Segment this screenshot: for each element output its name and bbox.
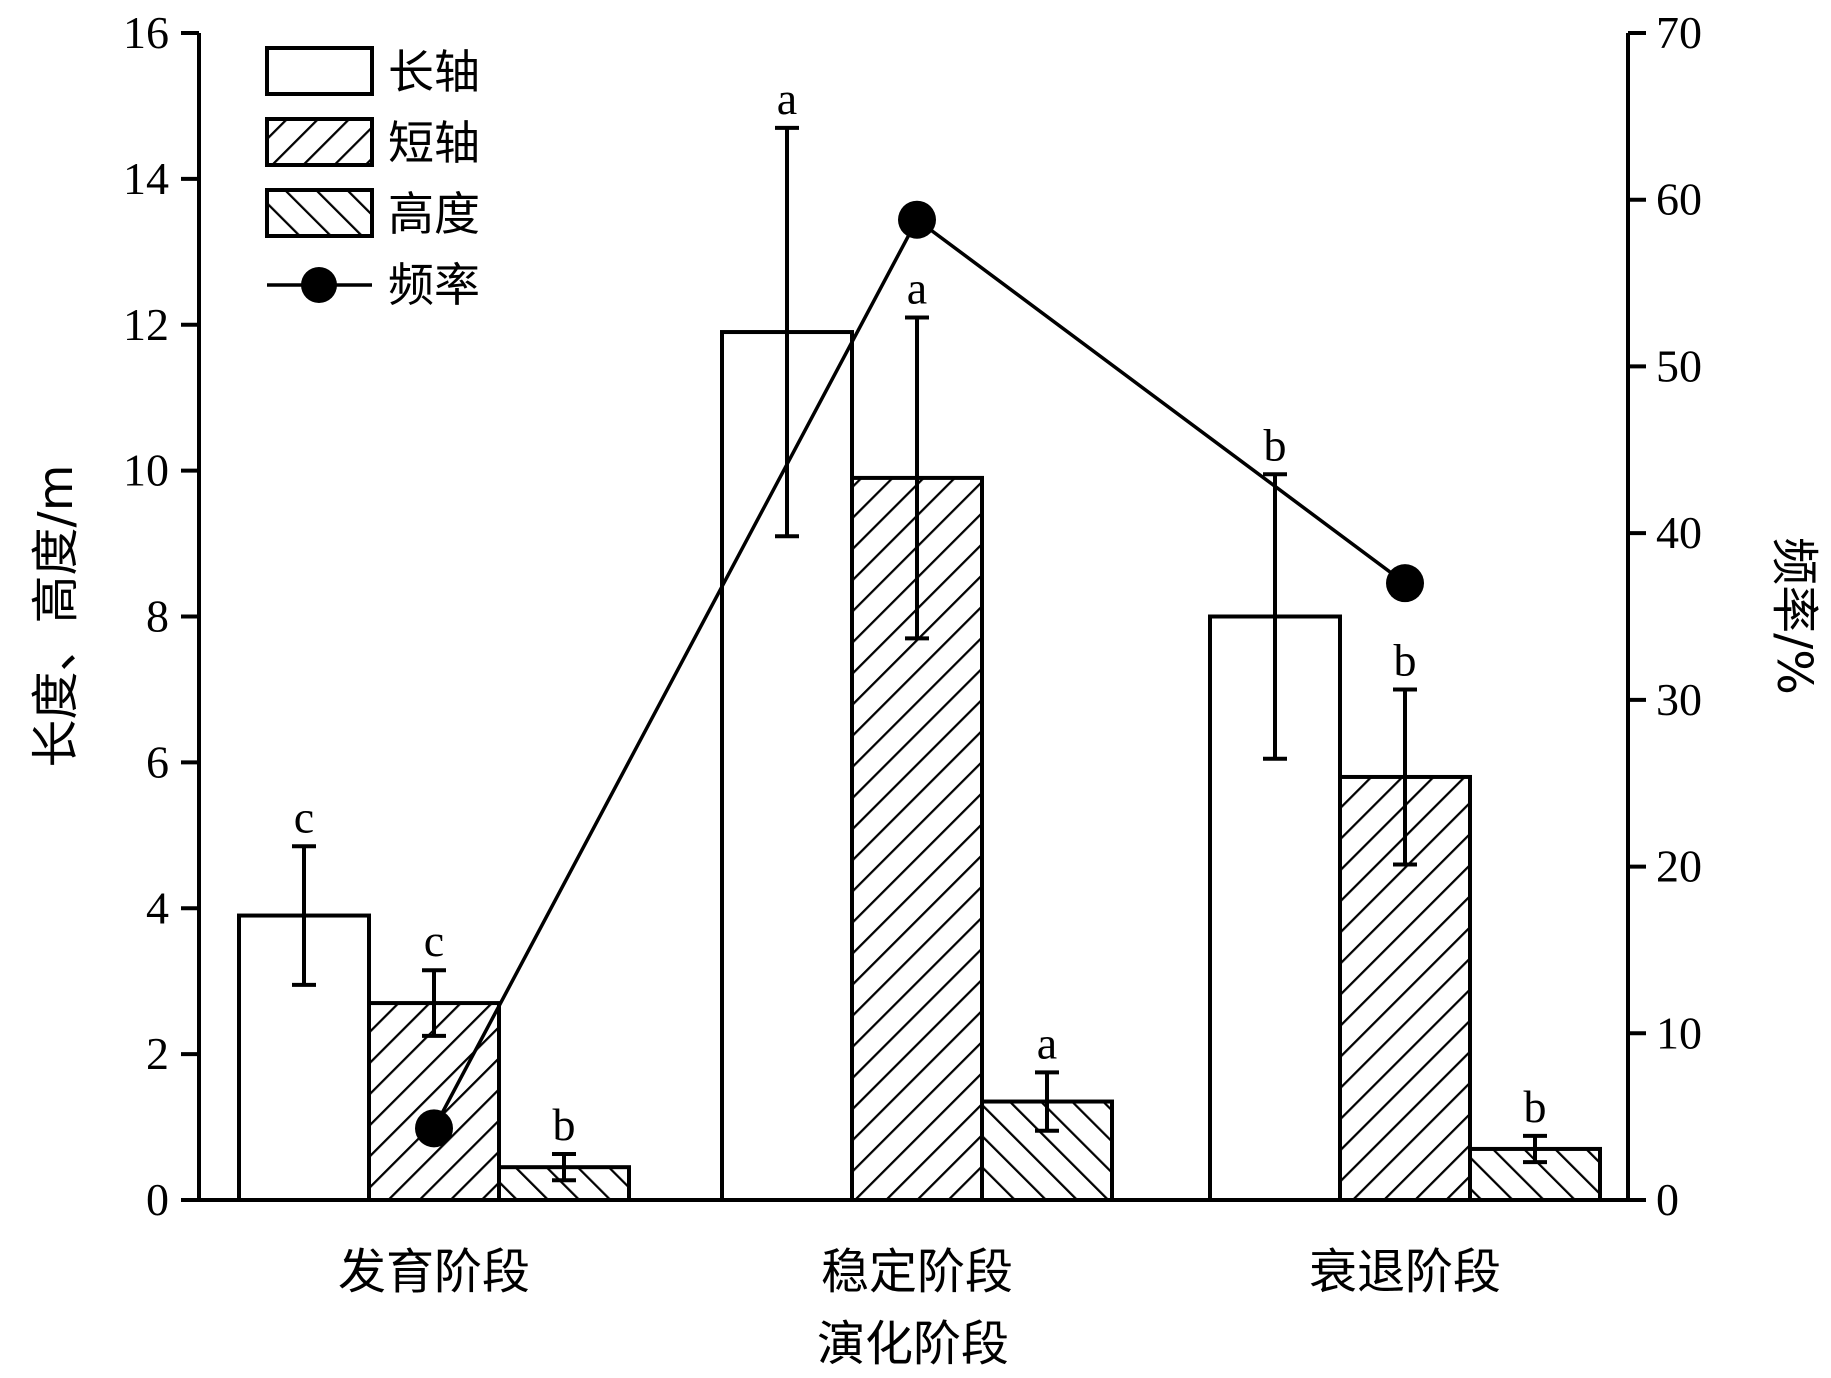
left-axis-ticks: 0 2 4 6 8 10 12 14 16 [123, 7, 199, 1225]
y-axis-title: 长度、高度/m [28, 465, 84, 768]
y-tick-label-7: 14 [123, 153, 169, 204]
y-tick-label-8: 16 [123, 7, 169, 58]
y-tick-label-1: 2 [146, 1028, 169, 1079]
legend-swatch-frequency-marker [301, 267, 337, 303]
sig-letter-s1-c0: c [424, 915, 444, 966]
sig-letter-s2-c2: b [1524, 1081, 1547, 1132]
category-label-1: 稳定阶段 [821, 1244, 1013, 1300]
legend-label-frequency: 频率 [388, 258, 480, 312]
legend-swatch-long-axis [265, 46, 374, 96]
y-tick-label-4: 8 [146, 591, 169, 642]
y2-axis-title: 频率/% [1766, 537, 1822, 695]
frequency-line-series [415, 200, 1424, 1148]
legend-label-long-axis: 长轴 [388, 45, 480, 99]
sig-letter-s2-c1: a [1037, 1017, 1057, 1068]
sig-letter-s2-c0: b [553, 1099, 576, 1150]
bar-s1-c1 [850, 475, 984, 1202]
frequency-point-2 [1386, 564, 1424, 603]
y2-tick-label-2: 20 [1656, 841, 1702, 892]
category-label-0: 发育阶段 [338, 1244, 530, 1300]
y-tick-label-6: 12 [123, 299, 169, 350]
y-tick-label-0: 0 [146, 1174, 169, 1225]
y-tick-label-3: 6 [146, 736, 169, 787]
sig-letter-s0-c0: c [294, 791, 314, 842]
legend-label-short-axis: 短轴 [388, 116, 480, 170]
y-tick-label-2: 4 [146, 882, 169, 933]
sig-letter-s0-c2: b [1264, 419, 1287, 470]
legend-label-height: 高度 [388, 187, 480, 241]
right-axis-ticks: 0 10 20 30 40 50 60 70 [1628, 7, 1702, 1225]
y2-tick-label-3: 30 [1656, 674, 1702, 725]
category-labels: 发育阶段 稳定阶段 衰退阶段 [338, 1244, 1501, 1300]
y2-tick-label-7: 70 [1656, 7, 1702, 58]
frequency-point-0 [415, 1109, 453, 1148]
significance-letters: c c b a a a b b b [294, 73, 1547, 1150]
legend-swatch-short-axis [265, 117, 374, 167]
y2-tick-label-6: 60 [1656, 174, 1702, 225]
error-bars [292, 125, 1547, 1183]
x-axis-title: 演化阶段 [817, 1316, 1009, 1372]
y2-tick-label-0: 0 [1656, 1174, 1679, 1225]
sig-letter-s1-c2: b [1394, 634, 1417, 685]
bars [237, 330, 1602, 1203]
sig-letter-s0-c1: a [777, 73, 797, 124]
legend-swatch-height [265, 188, 374, 238]
y-tick-label-5: 10 [123, 445, 169, 496]
y2-tick-label-1: 10 [1656, 1007, 1702, 1058]
sig-letter-s1-c1: a [907, 262, 927, 313]
legend: 长轴 短轴 高度 频率 [265, 45, 480, 312]
y2-tick-label-5: 50 [1656, 340, 1702, 391]
frequency-point-1 [898, 200, 936, 239]
category-label-2: 衰退阶段 [1309, 1244, 1501, 1300]
y2-tick-label-4: 40 [1656, 507, 1702, 558]
